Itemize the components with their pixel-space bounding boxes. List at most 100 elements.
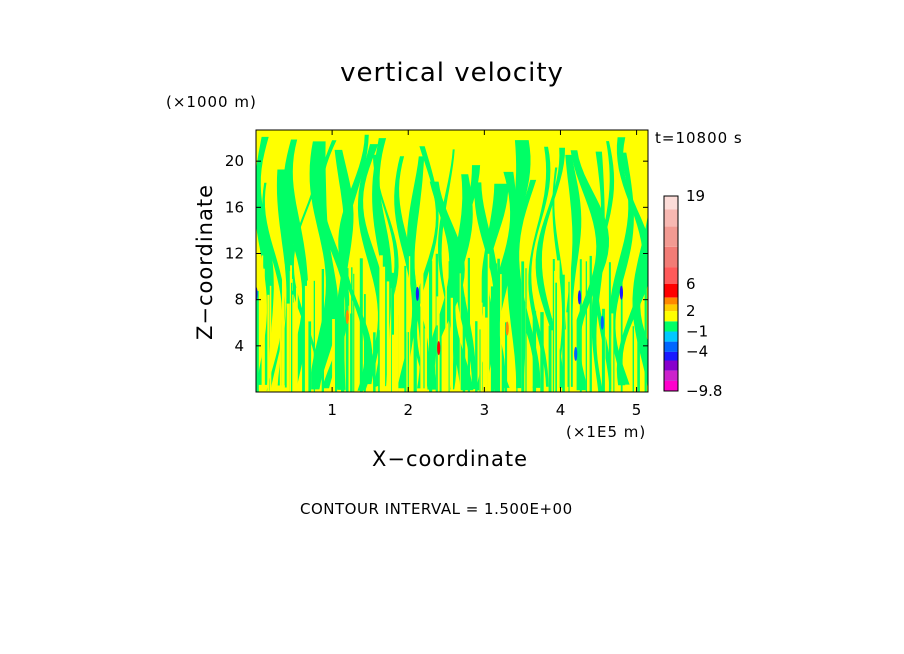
colorbar-band	[664, 284, 678, 298]
velocity-core	[505, 321, 509, 336]
colorbar-band	[664, 370, 678, 381]
fine-streak	[495, 263, 498, 392]
y-tick-label: 16	[225, 198, 244, 216]
fine-streak	[445, 279, 447, 392]
x-axis-unit: (×1E5 m)	[566, 423, 647, 441]
fine-streak	[313, 280, 315, 392]
colorbar-band	[664, 297, 678, 305]
fine-streak	[532, 311, 537, 392]
fine-streak	[500, 274, 502, 392]
fine-streak	[379, 279, 383, 392]
fine-streak	[525, 268, 527, 392]
fine-streak	[608, 262, 611, 392]
fine-streak	[479, 329, 481, 392]
y-tick-label: 20	[225, 152, 244, 170]
fine-streak	[475, 321, 478, 392]
fine-streak	[359, 258, 363, 392]
fine-streak	[303, 280, 305, 392]
fine-streak	[548, 325, 552, 392]
y-tick-label: 12	[225, 244, 244, 262]
colorbar-band	[664, 331, 678, 342]
colorbar-tick-label: −4	[686, 343, 708, 361]
x-tick-label: 4	[556, 401, 566, 419]
fine-streak	[406, 319, 408, 392]
fine-streak	[459, 273, 461, 392]
fine-streak	[436, 325, 438, 392]
fine-streak	[386, 281, 390, 392]
x-tick-label: 2	[403, 401, 413, 419]
fine-streak	[637, 299, 640, 392]
fine-streak	[602, 308, 605, 392]
velocity-core	[345, 310, 349, 324]
x-tick-label: 5	[632, 401, 642, 419]
plot-frame	[255, 129, 649, 393]
velocity-core	[577, 290, 582, 305]
y-tick-label: 4	[234, 337, 244, 355]
fine-streak	[585, 261, 587, 392]
colorbar-band	[664, 380, 678, 391]
fine-streak	[424, 328, 427, 392]
fine-streak	[391, 272, 394, 392]
fine-streak	[589, 255, 592, 392]
fine-streak	[516, 329, 518, 392]
y-tick-label: 8	[234, 291, 244, 309]
fine-streak	[269, 285, 272, 392]
fine-streak	[353, 273, 355, 392]
colorbar-tick-label: −1	[686, 322, 708, 340]
colorbar-band	[664, 360, 678, 371]
negative-velocity-stripe	[535, 147, 565, 388]
fine-streak	[307, 280, 310, 392]
x-tick-label: 1	[327, 401, 337, 419]
fine-streak	[579, 259, 582, 392]
colorbar-band	[664, 267, 678, 284]
fine-streak	[565, 312, 568, 392]
fine-streak	[632, 326, 634, 392]
colorbar-tick-label: 2	[686, 302, 696, 320]
colorbar-frame	[663, 195, 679, 392]
velocity-core	[574, 346, 578, 361]
negative-velocity-stripe	[262, 182, 286, 391]
fine-streak	[429, 260, 433, 392]
fine-streak	[551, 330, 554, 392]
colorbar-tick-label: −9.8	[686, 382, 722, 400]
fine-streak	[467, 257, 470, 392]
fine-streak	[341, 265, 345, 392]
fine-streak	[267, 294, 270, 392]
time-label: t=10800 s	[655, 129, 743, 147]
colorbar-band	[664, 311, 678, 322]
negative-velocity-stripe	[449, 174, 474, 391]
fine-streak	[550, 318, 553, 392]
fine-streak	[420, 272, 424, 392]
fine-streak	[345, 268, 349, 392]
x-tick-label: 3	[480, 401, 490, 419]
fine-streak	[404, 265, 407, 392]
fine-streak	[282, 263, 285, 392]
fine-streak	[450, 297, 453, 392]
fine-streak	[521, 261, 525, 392]
fine-streak	[304, 285, 308, 392]
fine-streak	[261, 255, 264, 392]
fine-streak	[364, 294, 366, 392]
negative-velocity-stripe	[338, 134, 373, 391]
negative-velocity-stripe	[528, 146, 551, 387]
fine-streak	[256, 290, 259, 392]
fine-streak	[487, 253, 490, 392]
fine-streak	[408, 256, 411, 392]
fine-streak	[554, 270, 556, 392]
colorbar-tick-label: 6	[686, 275, 696, 293]
fine-streak	[569, 264, 571, 392]
fine-streak	[381, 266, 386, 392]
fine-streak	[540, 312, 544, 392]
negative-velocity-stripe	[569, 150, 609, 391]
fine-streak	[439, 335, 442, 392]
colorbar-band	[664, 226, 678, 247]
fine-streak	[392, 334, 395, 392]
fine-streak	[612, 297, 615, 392]
fine-streak	[292, 294, 294, 392]
y-axis-unit: (×1000 m)	[166, 93, 257, 111]
velocity-core	[600, 315, 604, 330]
velocity-core	[437, 341, 441, 356]
fine-streak	[308, 321, 312, 392]
fine-streak	[462, 297, 466, 392]
